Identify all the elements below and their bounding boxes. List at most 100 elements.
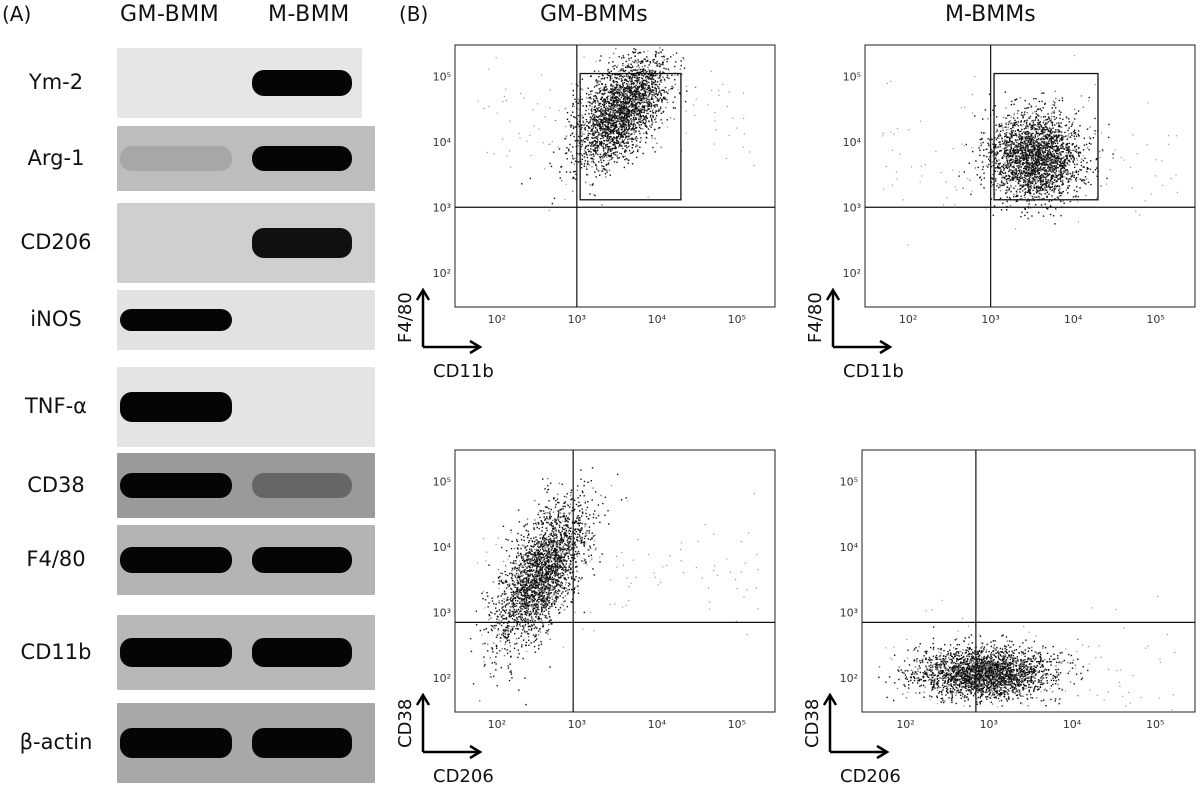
data-point <box>1088 148 1090 151</box>
data-point <box>619 121 621 123</box>
data-point <box>1017 125 1020 127</box>
data-point <box>1028 149 1030 151</box>
data-point <box>636 75 638 78</box>
data-point <box>620 112 622 114</box>
data-point <box>1027 147 1029 150</box>
data-point <box>1053 124 1056 126</box>
data-point <box>536 103 539 105</box>
data-point <box>608 105 611 108</box>
data-point <box>618 133 620 136</box>
data-point <box>644 87 646 89</box>
data-point <box>1024 207 1026 210</box>
data-point <box>1012 179 1014 181</box>
data-point <box>601 134 603 137</box>
data-point <box>1036 181 1039 183</box>
data-point <box>624 109 626 112</box>
data-point <box>634 104 637 106</box>
data-point <box>1010 122 1012 125</box>
data-point <box>1045 147 1048 149</box>
data-point <box>634 51 637 53</box>
data-point <box>674 83 676 86</box>
data-point <box>1083 144 1086 146</box>
data-point <box>568 120 570 123</box>
data-point <box>650 83 653 85</box>
data-point <box>634 97 637 99</box>
data-point <box>621 75 623 78</box>
data-point <box>609 148 612 150</box>
data-point <box>619 75 621 78</box>
data-point <box>1026 181 1029 183</box>
data-point <box>596 107 598 110</box>
data-point <box>628 119 630 121</box>
data-point <box>1086 147 1089 149</box>
data-point <box>648 84 650 87</box>
data-point <box>610 118 613 121</box>
data-point <box>1019 135 1022 137</box>
data-point <box>599 98 602 100</box>
data-point <box>613 101 615 103</box>
data-point <box>592 137 594 139</box>
data-point <box>1067 173 1069 175</box>
data-point <box>1010 190 1012 193</box>
data-point <box>609 174 611 176</box>
data-point <box>628 85 630 87</box>
data-point <box>1015 172 1018 175</box>
data-point <box>1014 123 1016 125</box>
data-point <box>596 123 598 126</box>
data-point <box>985 148 988 151</box>
data-point <box>637 97 639 99</box>
data-point <box>1069 200 1072 203</box>
data-point <box>1061 160 1064 163</box>
data-point <box>613 89 616 91</box>
data-point <box>1014 172 1016 174</box>
data-point <box>608 118 611 120</box>
data-point <box>625 89 627 91</box>
data-point <box>1024 196 1026 199</box>
data-point <box>656 81 659 83</box>
data-point <box>630 101 633 103</box>
data-point <box>591 157 593 159</box>
data-point <box>660 51 663 54</box>
data-point <box>602 143 605 145</box>
data-point <box>577 102 580 105</box>
data-point <box>1073 176 1075 179</box>
data-point <box>586 125 588 127</box>
data-point <box>583 165 586 167</box>
data-point <box>1015 155 1018 157</box>
data-point <box>616 107 618 109</box>
data-point <box>633 131 635 133</box>
data-point <box>640 84 642 86</box>
data-point <box>658 91 660 94</box>
data-point <box>1039 108 1042 110</box>
data-point <box>626 65 629 67</box>
data-point <box>1060 111 1062 114</box>
data-point <box>1002 182 1004 184</box>
data-point <box>1006 182 1009 185</box>
data-point <box>648 94 650 96</box>
x-tick-label: 10³ <box>568 313 586 326</box>
data-point <box>599 129 602 132</box>
data-point <box>1005 155 1008 158</box>
data-point <box>635 109 637 111</box>
data-point <box>1015 135 1018 137</box>
data-point <box>1056 142 1059 145</box>
data-point <box>617 130 619 132</box>
data-point <box>1033 193 1035 195</box>
data-point <box>529 177 532 180</box>
data-point <box>574 105 576 107</box>
data-point <box>642 75 645 77</box>
data-point <box>1047 121 1050 123</box>
data-point <box>595 136 597 138</box>
data-point <box>586 156 588 159</box>
data-point <box>610 91 612 94</box>
data-point <box>589 119 592 121</box>
blot-band <box>120 308 232 332</box>
data-point <box>594 130 597 132</box>
data-point <box>666 61 668 63</box>
data-point <box>651 96 653 98</box>
data-point <box>638 118 640 120</box>
data-point <box>1044 176 1046 179</box>
data-point <box>586 168 588 170</box>
data-point <box>652 59 654 61</box>
data-point <box>495 57 497 59</box>
